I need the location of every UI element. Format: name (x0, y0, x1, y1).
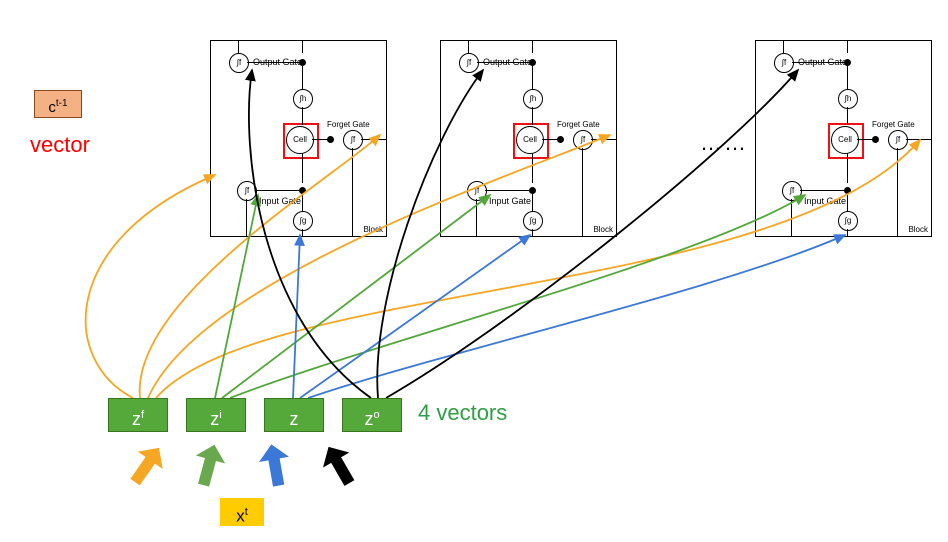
z-box: z (264, 398, 324, 432)
thick-arrow-zi (185, 440, 233, 490)
ct-sup: t-1 (56, 98, 68, 109)
x-t-label: xt (220, 498, 264, 526)
z-f-box: zf (108, 398, 168, 432)
z-o-box: zo (342, 398, 402, 432)
ct-base: c (48, 99, 56, 116)
z-i-box: zi (186, 398, 246, 432)
thick-arrow-zo (312, 437, 366, 492)
lstm-block-1: ∫f Output Gate ∫h Cell Forget Gate ∫f ∫f… (210, 40, 387, 237)
lstm-block-2: ∫f Output Gate ∫h Cell Forget Gate ∫f ∫f… (440, 40, 617, 237)
four-vectors-label: 4 vectors (418, 400, 507, 426)
xt-sup: t (245, 506, 248, 518)
lstm-block-3: ∫f Output Gate ∫h Cell Forget Gate ∫f ∫f… (755, 40, 932, 237)
ellipsis: …… (700, 130, 748, 156)
xt-base: x (236, 507, 245, 526)
ct-minus-1-label: ct-1 (34, 90, 82, 118)
thick-arrow-z (253, 441, 298, 489)
vector-text: vector (30, 132, 90, 158)
thick-arrow-zf (119, 437, 174, 493)
